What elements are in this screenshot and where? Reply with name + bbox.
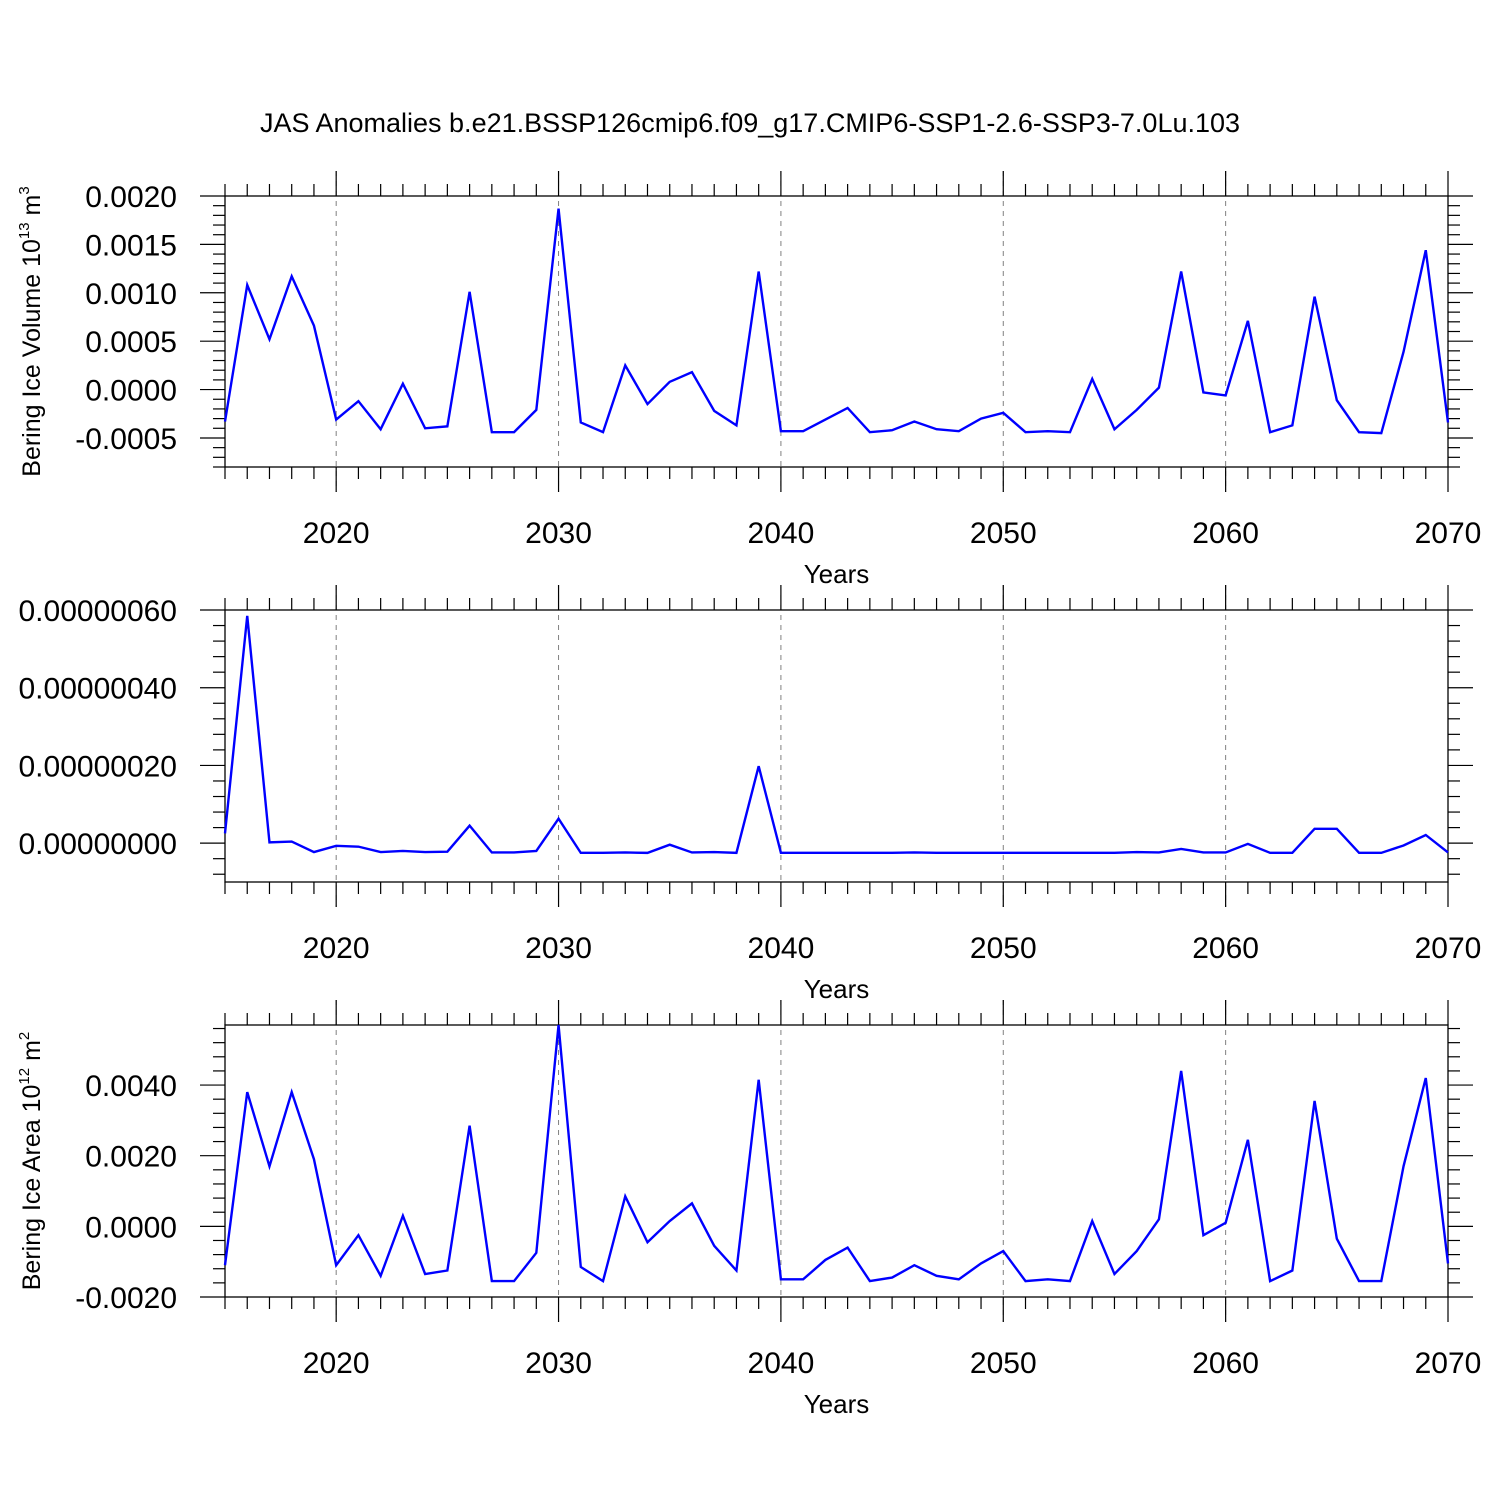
x-tick-label: 2060 — [1192, 517, 1259, 550]
y-tick-label: 0.0000 — [85, 375, 177, 408]
series-line — [223, 1024, 1450, 1283]
x-tick-label: 2040 — [748, 1347, 815, 1380]
y-tick-label: 0.0005 — [85, 326, 177, 359]
x-tick-label: 2050 — [970, 1347, 1037, 1380]
panel-2: 2020 2030 2040 2050 2060 2070 Years 0.00000000 0… — [19, 585, 1482, 1004]
y-tick-label: 0.0020 — [85, 181, 177, 214]
y-tick-label: 0.00000060 — [19, 595, 178, 628]
x-tick-label: 2020 — [303, 932, 370, 965]
y-axis-label-superscript: 3 — [16, 186, 33, 194]
y-axis-label-superscript: 12 — [16, 1068, 33, 1085]
y-tick-label: -0.0020 — [75, 1282, 177, 1315]
x-tick-label: 2040 — [748, 932, 815, 965]
panel-3: 2020 2030 2040 2050 2060 2070 Years -0.0020 0.00… — [16, 1000, 1481, 1419]
y-tick-label: -0.0005 — [75, 423, 177, 456]
y-axis-label-part: m — [18, 1040, 46, 1068]
panels: 2020 2030 2040 2050 2060 2070 Years -0.0005 0.00… — [16, 171, 1481, 1419]
x-tick-label: 2020 — [303, 1347, 370, 1380]
series-line — [223, 615, 1449, 855]
x-tick-label: 2070 — [1415, 517, 1482, 550]
x-axis-label: Years — [804, 559, 870, 589]
y-tick-label: 0.00000020 — [19, 750, 178, 783]
y-tick-label: 0.00000040 — [19, 673, 178, 706]
x-tick-label: 2030 — [525, 517, 592, 550]
plot-frame — [224, 1024, 1449, 1298]
x-axis-label: Years — [804, 1389, 870, 1419]
y-tick-label: 0.0015 — [85, 229, 177, 262]
y-axis-label: Bering Ice Area 1012 m2 — [16, 1032, 46, 1291]
y-axis-label-part: Bering Ice Volume 10 — [18, 239, 46, 477]
x-tick-label: 2020 — [303, 517, 370, 550]
x-tick-label: 2060 — [1192, 1347, 1259, 1380]
x-tick-label: 2070 — [1415, 932, 1482, 965]
x-tick-label: 2030 — [525, 1347, 592, 1380]
x-tick-label: 2050 — [970, 932, 1037, 965]
figure-title: JAS Anomalies b.e21.BSSP126cmip6.f09_g17… — [260, 108, 1240, 138]
plot-frame — [224, 609, 1449, 883]
y-axis-label-superscript: 13 — [16, 222, 33, 239]
x-tick-label: 2040 — [748, 517, 815, 550]
y-tick-label: 0.0000 — [85, 1211, 177, 1244]
x-tick-label: 2060 — [1192, 932, 1259, 965]
y-axis-label: Bering Ice Volume 1013 m3 — [16, 186, 46, 476]
plot-frame — [224, 195, 1449, 468]
x-axis-label: Years — [804, 974, 870, 1004]
y-tick-label: 0.00000000 — [19, 828, 178, 861]
x-tick-label: 2050 — [970, 517, 1037, 550]
panel-1: 2020 2030 2040 2050 2060 2070 Years -0.0005 0.00… — [16, 171, 1481, 589]
x-tick-label: 2030 — [525, 932, 592, 965]
y-axis-label-part: Bering Ice Area 10 — [18, 1085, 46, 1291]
y-tick-label: 0.0010 — [85, 278, 177, 311]
y-tick-label: 0.0040 — [85, 1070, 177, 1103]
y-axis-label-part: m — [18, 195, 46, 223]
series-line — [223, 208, 1450, 435]
x-tick-label: 2070 — [1415, 1347, 1482, 1380]
y-tick-label: 0.0020 — [85, 1141, 177, 1174]
y-axis-label-superscript: 2 — [16, 1032, 33, 1040]
